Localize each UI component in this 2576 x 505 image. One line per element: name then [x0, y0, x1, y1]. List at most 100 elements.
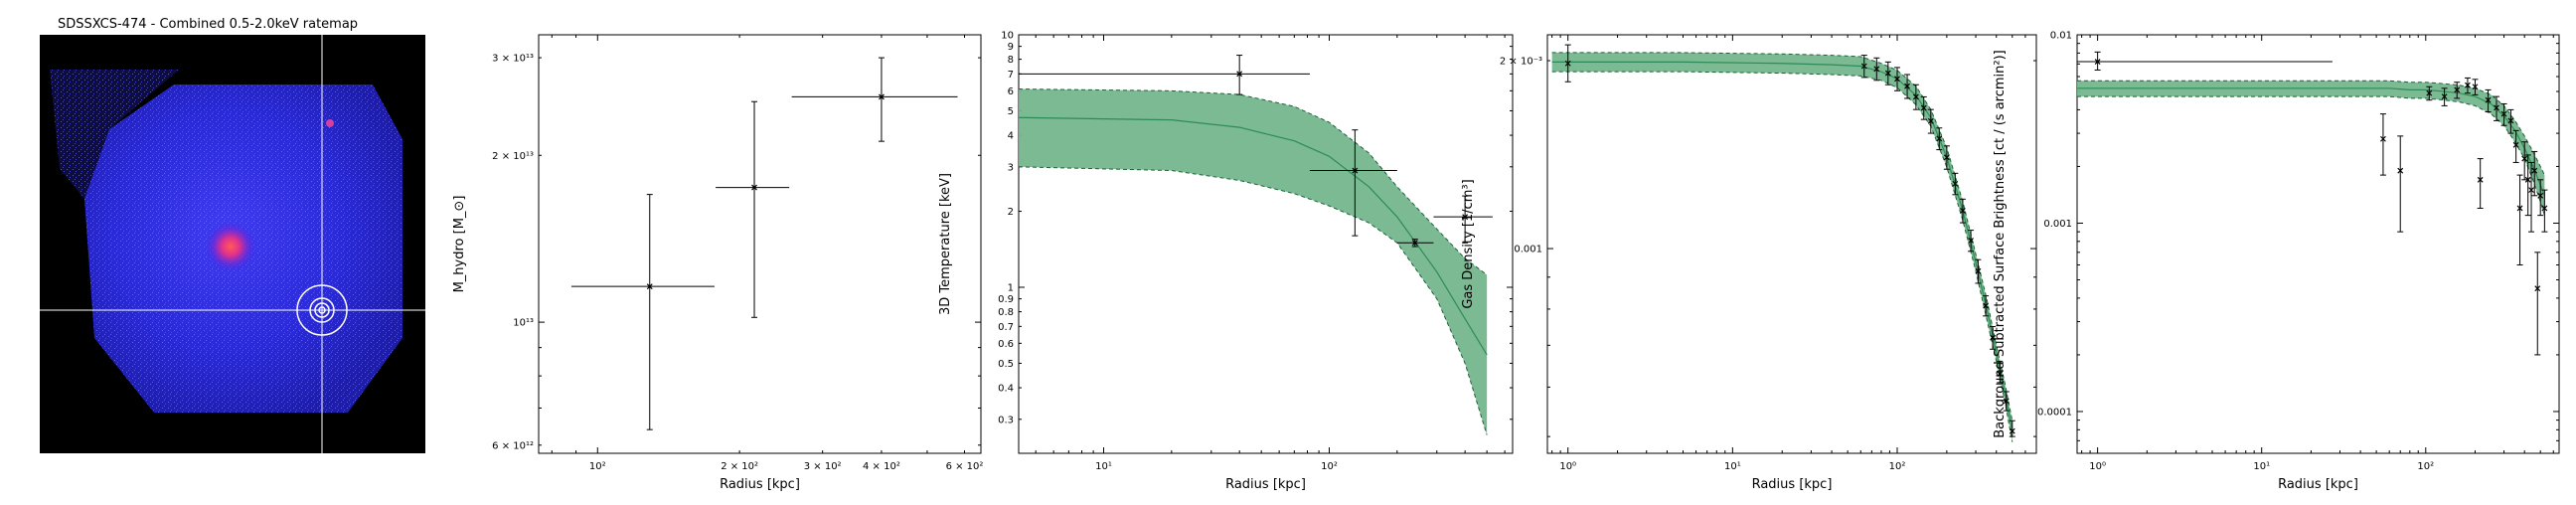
data-point	[1904, 74, 1911, 99]
y-tick-label: 0.4	[998, 384, 1014, 395]
data-point	[1936, 127, 1943, 151]
x-axis-label: Radius [kpc]	[1225, 477, 1306, 492]
x-tick-label: 10⁰	[2089, 461, 2106, 472]
data-point	[2534, 252, 2541, 356]
data-point	[2485, 88, 2492, 112]
data-marker	[2465, 82, 2471, 88]
data-point	[1997, 360, 2004, 384]
y-tick-label: 8	[1008, 55, 1014, 66]
y-tick-label: 4	[1008, 131, 1014, 142]
model-lower-bound	[2077, 95, 2545, 216]
hydrostatic-mass-panel: 10² 2 × 10² 3 × 10² 4 × 10² 6 × 10² 6 × 10¹² 1…	[452, 34, 984, 492]
data-marker	[2454, 86, 2461, 93]
y-tick-label: 0.001	[2043, 219, 2072, 230]
model-uncertainty-band	[1551, 52, 2012, 442]
data-point	[2009, 420, 2015, 437]
data-marker	[1936, 135, 1943, 142]
data-point	[1943, 145, 1950, 170]
y-axis-label: M_hydro [M_⊙]	[452, 196, 467, 293]
plot-area	[570, 57, 958, 430]
data-point	[2003, 391, 2010, 412]
data-marker	[2537, 192, 2544, 199]
y-tick-label: 0.01	[2050, 31, 2072, 42]
y-tick-label: 6 × 10¹²	[492, 440, 534, 451]
y-tick-label: 3 × 10¹³	[492, 54, 534, 65]
data-point	[2494, 95, 2500, 121]
ratemap-point-source	[326, 119, 334, 127]
data-marker	[2003, 398, 2010, 405]
data-marker	[2528, 187, 2534, 194]
data-point	[2397, 135, 2404, 233]
y-tick-label: 0.7	[998, 322, 1014, 333]
data-point	[1860, 55, 1867, 79]
y-tick-label: 10	[1001, 31, 1014, 42]
data-marker	[2512, 141, 2519, 148]
ratemap-aperture-mid	[309, 297, 335, 323]
data-point	[1873, 57, 1880, 82]
x-tick-label: 10²	[2417, 461, 2434, 472]
y-axis-label: Gas Density [1/cm³]	[1461, 179, 1476, 308]
data-marker	[1236, 71, 1243, 78]
data-marker	[2524, 176, 2531, 183]
data-point	[1968, 230, 1975, 252]
data-point	[2441, 87, 2448, 106]
y-tick-label: 7	[1008, 70, 1014, 81]
ratemap-aperture-inner	[314, 302, 330, 318]
plot-frame	[1546, 34, 2037, 454]
data-marker	[1860, 63, 1867, 70]
y-tick-label: 9	[1008, 42, 1014, 53]
data-point	[2426, 85, 2433, 101]
data-point	[1959, 198, 1966, 224]
data-marker	[2477, 176, 2484, 183]
data-marker	[1927, 117, 1934, 124]
data-marker	[1352, 167, 1359, 174]
data-point	[1433, 195, 1493, 244]
data-point	[2512, 129, 2519, 163]
data-point	[1975, 258, 1982, 284]
x-tick-label: 4 × 10²	[863, 461, 900, 472]
plot-frame	[538, 34, 982, 454]
model-upper-bound	[1551, 52, 2013, 421]
data-point	[1912, 84, 1919, 110]
x-tick-label: 10¹	[1095, 461, 1112, 472]
data-marker	[2380, 135, 2386, 142]
data-marker	[1904, 83, 1910, 89]
ratemap-aperture-core	[318, 306, 326, 314]
data-point	[2077, 51, 2333, 71]
y-tick-label: 10¹³	[513, 318, 534, 329]
data-marker	[879, 93, 885, 100]
data-marker	[2009, 427, 2015, 434]
model-lower-bound	[1551, 71, 2013, 442]
gas-density-panel: 10⁰ 10¹ 10² 0.001 2 × 10⁻³ Radius [kpc] Gas De…	[1461, 34, 2037, 492]
data-point	[1884, 61, 1891, 85]
y-tick-label: 2 × 10⁻³	[1500, 56, 1542, 67]
y-tick-label: 2 × 10¹³	[492, 151, 534, 162]
data-marker	[1411, 240, 1418, 247]
data-marker	[1975, 267, 1982, 274]
ratemap-panel: SDSSXCS-474 - Combined 0.5-2.0keV ratema…	[40, 17, 425, 453]
x-tick-label: 6 × 10²	[946, 461, 984, 472]
y-tick-label: 5	[1008, 106, 1014, 117]
data-marker	[2397, 167, 2404, 174]
data-point	[1927, 108, 1934, 134]
data-marker	[2534, 285, 2541, 292]
y-tick-label: 0.9	[998, 294, 1014, 305]
ratemap-cluster-core	[205, 221, 256, 272]
data-point	[570, 194, 715, 430]
data-marker	[1997, 371, 2004, 378]
data-point	[1990, 326, 1997, 350]
data-marker	[1920, 104, 1927, 111]
y-axis-label: 3D Temperature [keV]	[938, 173, 953, 315]
data-point	[716, 100, 790, 318]
data-point	[2528, 161, 2535, 233]
data-marker	[1894, 76, 1900, 83]
data-point	[2454, 82, 2461, 99]
data-point	[2507, 108, 2514, 134]
data-marker	[2472, 84, 2479, 90]
data-marker	[1943, 154, 1950, 161]
data-point	[2531, 150, 2538, 197]
data-point	[2537, 179, 2544, 217]
x-axis-label: Radius [kpc]	[1752, 477, 1833, 492]
y-tick-label: 2	[1008, 207, 1014, 218]
